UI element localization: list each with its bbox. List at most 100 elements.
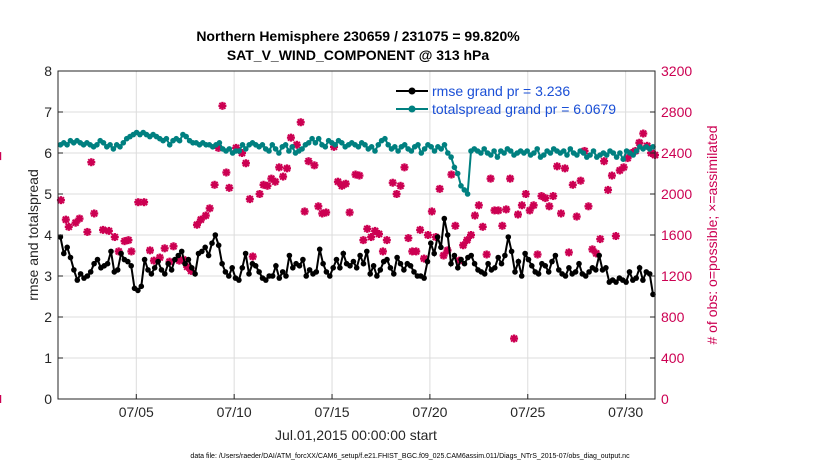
rmse-point (485, 260, 491, 267)
obs-assimilated-marker (451, 221, 460, 230)
rmse-point (542, 263, 549, 269)
rmse-point (566, 265, 572, 271)
rmse-point (455, 265, 461, 271)
rmse-point (185, 256, 192, 263)
rmse-point (350, 258, 357, 265)
rmse-point (441, 215, 448, 222)
rmse-point (502, 252, 508, 259)
rmse-point (316, 246, 323, 253)
rmse-point (205, 252, 212, 259)
obs-assimilated-marker (245, 195, 254, 204)
rmse-point (320, 260, 326, 267)
rmse-point (582, 273, 589, 279)
obs-assimilated-marker (564, 248, 573, 257)
rmse-point (283, 273, 289, 279)
totalspread-point (243, 146, 249, 152)
rmse-point (199, 248, 205, 255)
rmse-point (202, 244, 208, 251)
totalspread-point (355, 144, 362, 150)
obs-assimilated-marker (470, 211, 479, 220)
rmse-point (219, 260, 225, 267)
rmse-point (296, 263, 303, 269)
obs-assimilated-marker (271, 177, 280, 186)
rmse-point (306, 267, 313, 273)
y-axis-label: rmse and totalspread (25, 169, 41, 301)
totalspread-point (282, 142, 289, 148)
rmse-point (461, 260, 468, 267)
totalspread-point (524, 148, 530, 154)
totalspread-point (630, 152, 636, 158)
totalspread-point (481, 146, 488, 152)
rmse-point (229, 265, 235, 271)
rmse-point (212, 232, 219, 238)
rmse-point (114, 267, 121, 273)
rmse-point (300, 256, 306, 263)
rmse-point (77, 271, 84, 277)
rmse-point (508, 248, 515, 255)
rmse-point (481, 271, 488, 277)
y2-tick-label: 800 (661, 309, 685, 325)
rmse-point (552, 252, 559, 259)
y2-axis-label: # of obs: o=possible; ×=assimilated (704, 125, 720, 344)
obs-assimilated-marker (388, 178, 397, 187)
legend-spread-marker (408, 105, 416, 113)
rmse-point (431, 250, 438, 257)
totalspread-point (541, 152, 547, 158)
rmse-point (138, 283, 145, 290)
rmse-point (323, 269, 330, 275)
rmse-point (549, 258, 555, 265)
totalspread-point (617, 150, 623, 156)
totalspread-point (408, 148, 415, 154)
rmse-point (286, 252, 293, 259)
obs-assimilated-marker (61, 215, 70, 224)
rmse-point (495, 254, 502, 261)
rmse-point (364, 248, 370, 255)
totalspread-point (461, 187, 468, 193)
rmse-point (74, 277, 81, 283)
obs-assimilated-marker (639, 129, 648, 138)
totalspread-point (183, 133, 189, 140)
totalspread-point (120, 140, 127, 146)
rmse-point (175, 252, 182, 259)
rmse-point (242, 250, 249, 257)
chart-title: Northern Hemisphere 230659 / 231075 = 99… (196, 28, 520, 44)
rmse-point (623, 279, 629, 285)
obs-assimilated-marker (140, 198, 149, 207)
rmse-point (236, 277, 242, 283)
rmse-point (360, 260, 367, 267)
obs-assimilated-marker (359, 236, 368, 245)
totalspread-point (382, 135, 388, 142)
obs-assimilated-marker (83, 227, 92, 236)
obs-assimilated-marker (255, 190, 264, 198)
y2-tick-label: 1600 (661, 227, 692, 243)
totalspread-point (491, 148, 497, 154)
rmse-point (276, 275, 283, 281)
obs-assimilated-marker (355, 171, 364, 180)
totalspread-point (494, 154, 501, 160)
rmse-point (353, 265, 360, 271)
totalspread-point (339, 140, 345, 146)
totalspread-point (448, 154, 454, 160)
rmse-point (471, 260, 478, 267)
totalspread-point (603, 152, 610, 158)
rmse-point (340, 250, 347, 257)
obs-assimilated-marker (367, 233, 376, 242)
rmse-point (586, 269, 592, 275)
rmse-point (337, 265, 343, 271)
obs-assimilated-marker (447, 170, 456, 179)
rmse-point (424, 258, 431, 265)
totalspread-point (458, 183, 464, 189)
totalspread-point (587, 152, 593, 158)
rmse-point (222, 269, 229, 275)
y-tick-label: 6 (44, 145, 52, 161)
obs-assimilated-marker (375, 229, 384, 238)
totalspread-point (441, 142, 448, 148)
y2-tick-label: 2800 (661, 104, 692, 120)
totalspread-point (176, 137, 183, 144)
totalspread-point (272, 146, 279, 152)
rmse-point (67, 254, 74, 261)
totalspread-point (117, 144, 123, 150)
totalspread-point (613, 154, 620, 160)
x-axis-label: Jul.01,2015 00:00:00 start (275, 427, 437, 443)
